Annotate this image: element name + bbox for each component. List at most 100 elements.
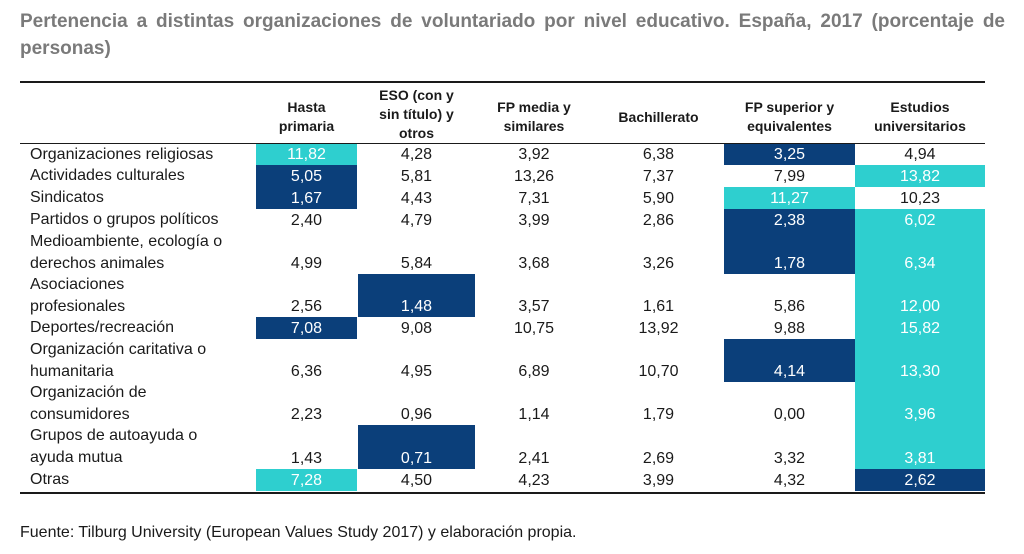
row-label-line: Medioambiente, ecología o <box>30 233 223 250</box>
table-cell: 10,70 <box>638 363 679 380</box>
column-header-line: Bachillerato <box>618 108 699 125</box>
table-cell: 1,78 <box>724 231 855 274</box>
column-header-line: primaria <box>278 118 335 134</box>
row-label: Organizaciones religiosas <box>30 144 213 166</box>
table-cell: 3,32 <box>773 450 806 467</box>
row-label-line: consumidores <box>30 406 130 423</box>
table-cell: 4,28 <box>400 146 433 163</box>
table-cell: 4,94 <box>904 146 936 163</box>
row-label-line: Partidos o grupos políticos <box>30 211 219 228</box>
table-cell: 2,38 <box>724 209 855 231</box>
table-cell: 0,00 <box>773 406 806 423</box>
table-cell: 10,23 <box>899 190 941 207</box>
table-cell: 3,57 <box>518 298 550 315</box>
row-label: Asociaciones profesionales <box>30 274 125 318</box>
row-label: Medioambiente, ecología o derechos animal… <box>30 231 222 275</box>
column-header-line: Estudios <box>890 99 950 115</box>
column-header-5: FP superior y equivalentes <box>724 91 855 143</box>
row-label: Organización caritativa o humanitaria <box>30 339 206 383</box>
table-cell: 2,41 <box>518 450 550 467</box>
row-label: Deportes/recreación <box>30 317 174 339</box>
row-label: Otras <box>30 469 69 491</box>
chart-title: Pertenencia a distintas organizaciones d… <box>20 11 1005 59</box>
column-header-line: Hasta <box>287 99 326 115</box>
table-cell: 2,40 <box>290 212 323 229</box>
row-label-line: Asociaciones <box>30 276 125 293</box>
table-top-rule <box>20 81 985 83</box>
row-label-line: Otras <box>30 471 70 488</box>
row-label-line: Organización caritativa o <box>30 341 207 358</box>
row-label-line: Organización de <box>30 384 147 401</box>
table-cell: 13,82 <box>855 165 985 187</box>
table-cell: 4,50 <box>400 472 433 489</box>
table-cell: 6,89 <box>518 363 550 380</box>
table-cell: 13,30 <box>855 339 985 382</box>
table-cell: 6,38 <box>642 146 675 163</box>
table-cell: 7,37 <box>642 168 675 185</box>
table-cell: 15,82 <box>855 317 985 339</box>
table-cell: 1,79 <box>642 406 675 423</box>
column-header-6: Estudios universitarios <box>855 91 985 143</box>
table-cell: 2,56 <box>290 298 323 315</box>
table-cell: 3,99 <box>642 472 675 489</box>
table-cell: 2,86 <box>642 212 675 229</box>
table-cell: 5,84 <box>400 255 433 272</box>
table-cell: 5,05 <box>256 165 357 187</box>
table-cell: 9,08 <box>400 320 433 337</box>
column-header-line: otros <box>399 124 434 141</box>
column-header-line: universitarios <box>874 118 966 134</box>
column-header-4: Bachillerato <box>593 91 724 143</box>
table-cell: 7,31 <box>518 190 550 207</box>
column-header-line: sin título) y <box>379 105 454 122</box>
row-label-line: profesionales <box>30 298 126 315</box>
table-cell: 6,36 <box>290 363 323 380</box>
table-cell: 2,69 <box>642 450 675 467</box>
table-cell: 3,81 <box>855 425 985 469</box>
row-label: Sindicatos <box>30 187 104 209</box>
table-cell: 12,00 <box>855 274 985 317</box>
table-cell: 0,71 <box>358 425 475 469</box>
table-cell: 4,43 <box>400 190 433 207</box>
table-cell: 7,99 <box>773 168 806 185</box>
row-label-line: Sindicatos <box>30 189 104 206</box>
table-cell: 4,32 <box>773 472 806 489</box>
table-cell: 1,14 <box>518 406 550 423</box>
row-label: Grupos de autoayuda o ayuda mutua <box>30 425 197 469</box>
table-cell: 3,99 <box>518 212 550 229</box>
table-cell: 5,81 <box>400 168 433 185</box>
row-label-line: ayuda mutua <box>30 449 123 466</box>
column-header-line: FP superior y <box>744 99 835 115</box>
column-header-3: FP media y similares <box>475 91 593 143</box>
row-label-line: derechos animales <box>30 255 165 272</box>
column-header-line: equivalentes <box>747 118 832 134</box>
table-cell: 2,62 <box>855 469 985 491</box>
column-header-line: similares <box>503 118 565 134</box>
table-cell: 11,82 <box>256 144 357 165</box>
table-cell: 5,86 <box>773 298 806 315</box>
table-cell: 9,88 <box>773 320 806 337</box>
table-cell: 4,99 <box>290 255 323 272</box>
table-cell: 4,95 <box>400 363 433 380</box>
row-label: Partidos o grupos políticos <box>30 209 219 231</box>
row-label-line: Grupos de autoayuda o <box>30 427 198 444</box>
row-label-line: Deportes/recreación <box>30 319 175 336</box>
table-cell: 2,23 <box>290 406 323 423</box>
table-cell: 1,43 <box>290 450 323 467</box>
table-cell: 0,96 <box>400 406 433 423</box>
table-cell: 5,90 <box>642 190 675 207</box>
table-cell: 3,92 <box>518 146 550 163</box>
row-label-line: Organizaciones religiosas <box>30 146 214 163</box>
table-cell: 13,26 <box>513 168 555 185</box>
header-rule <box>20 143 985 144</box>
row-label-line: humanitaria <box>30 363 114 380</box>
table-cell: 7,28 <box>256 469 357 491</box>
table-cell: 13,92 <box>638 320 679 337</box>
table-cell: 4,14 <box>724 339 855 382</box>
table-cell: 3,68 <box>518 255 550 272</box>
table-cell: 4,23 <box>518 472 550 489</box>
table-cell: 6,34 <box>855 231 985 274</box>
row-label: Organización de consumidores <box>30 382 147 426</box>
row-label-line: Actividades culturales <box>30 167 185 184</box>
table-cell: 3,25 <box>724 144 855 165</box>
column-header-1: Hasta primaria <box>256 91 357 143</box>
